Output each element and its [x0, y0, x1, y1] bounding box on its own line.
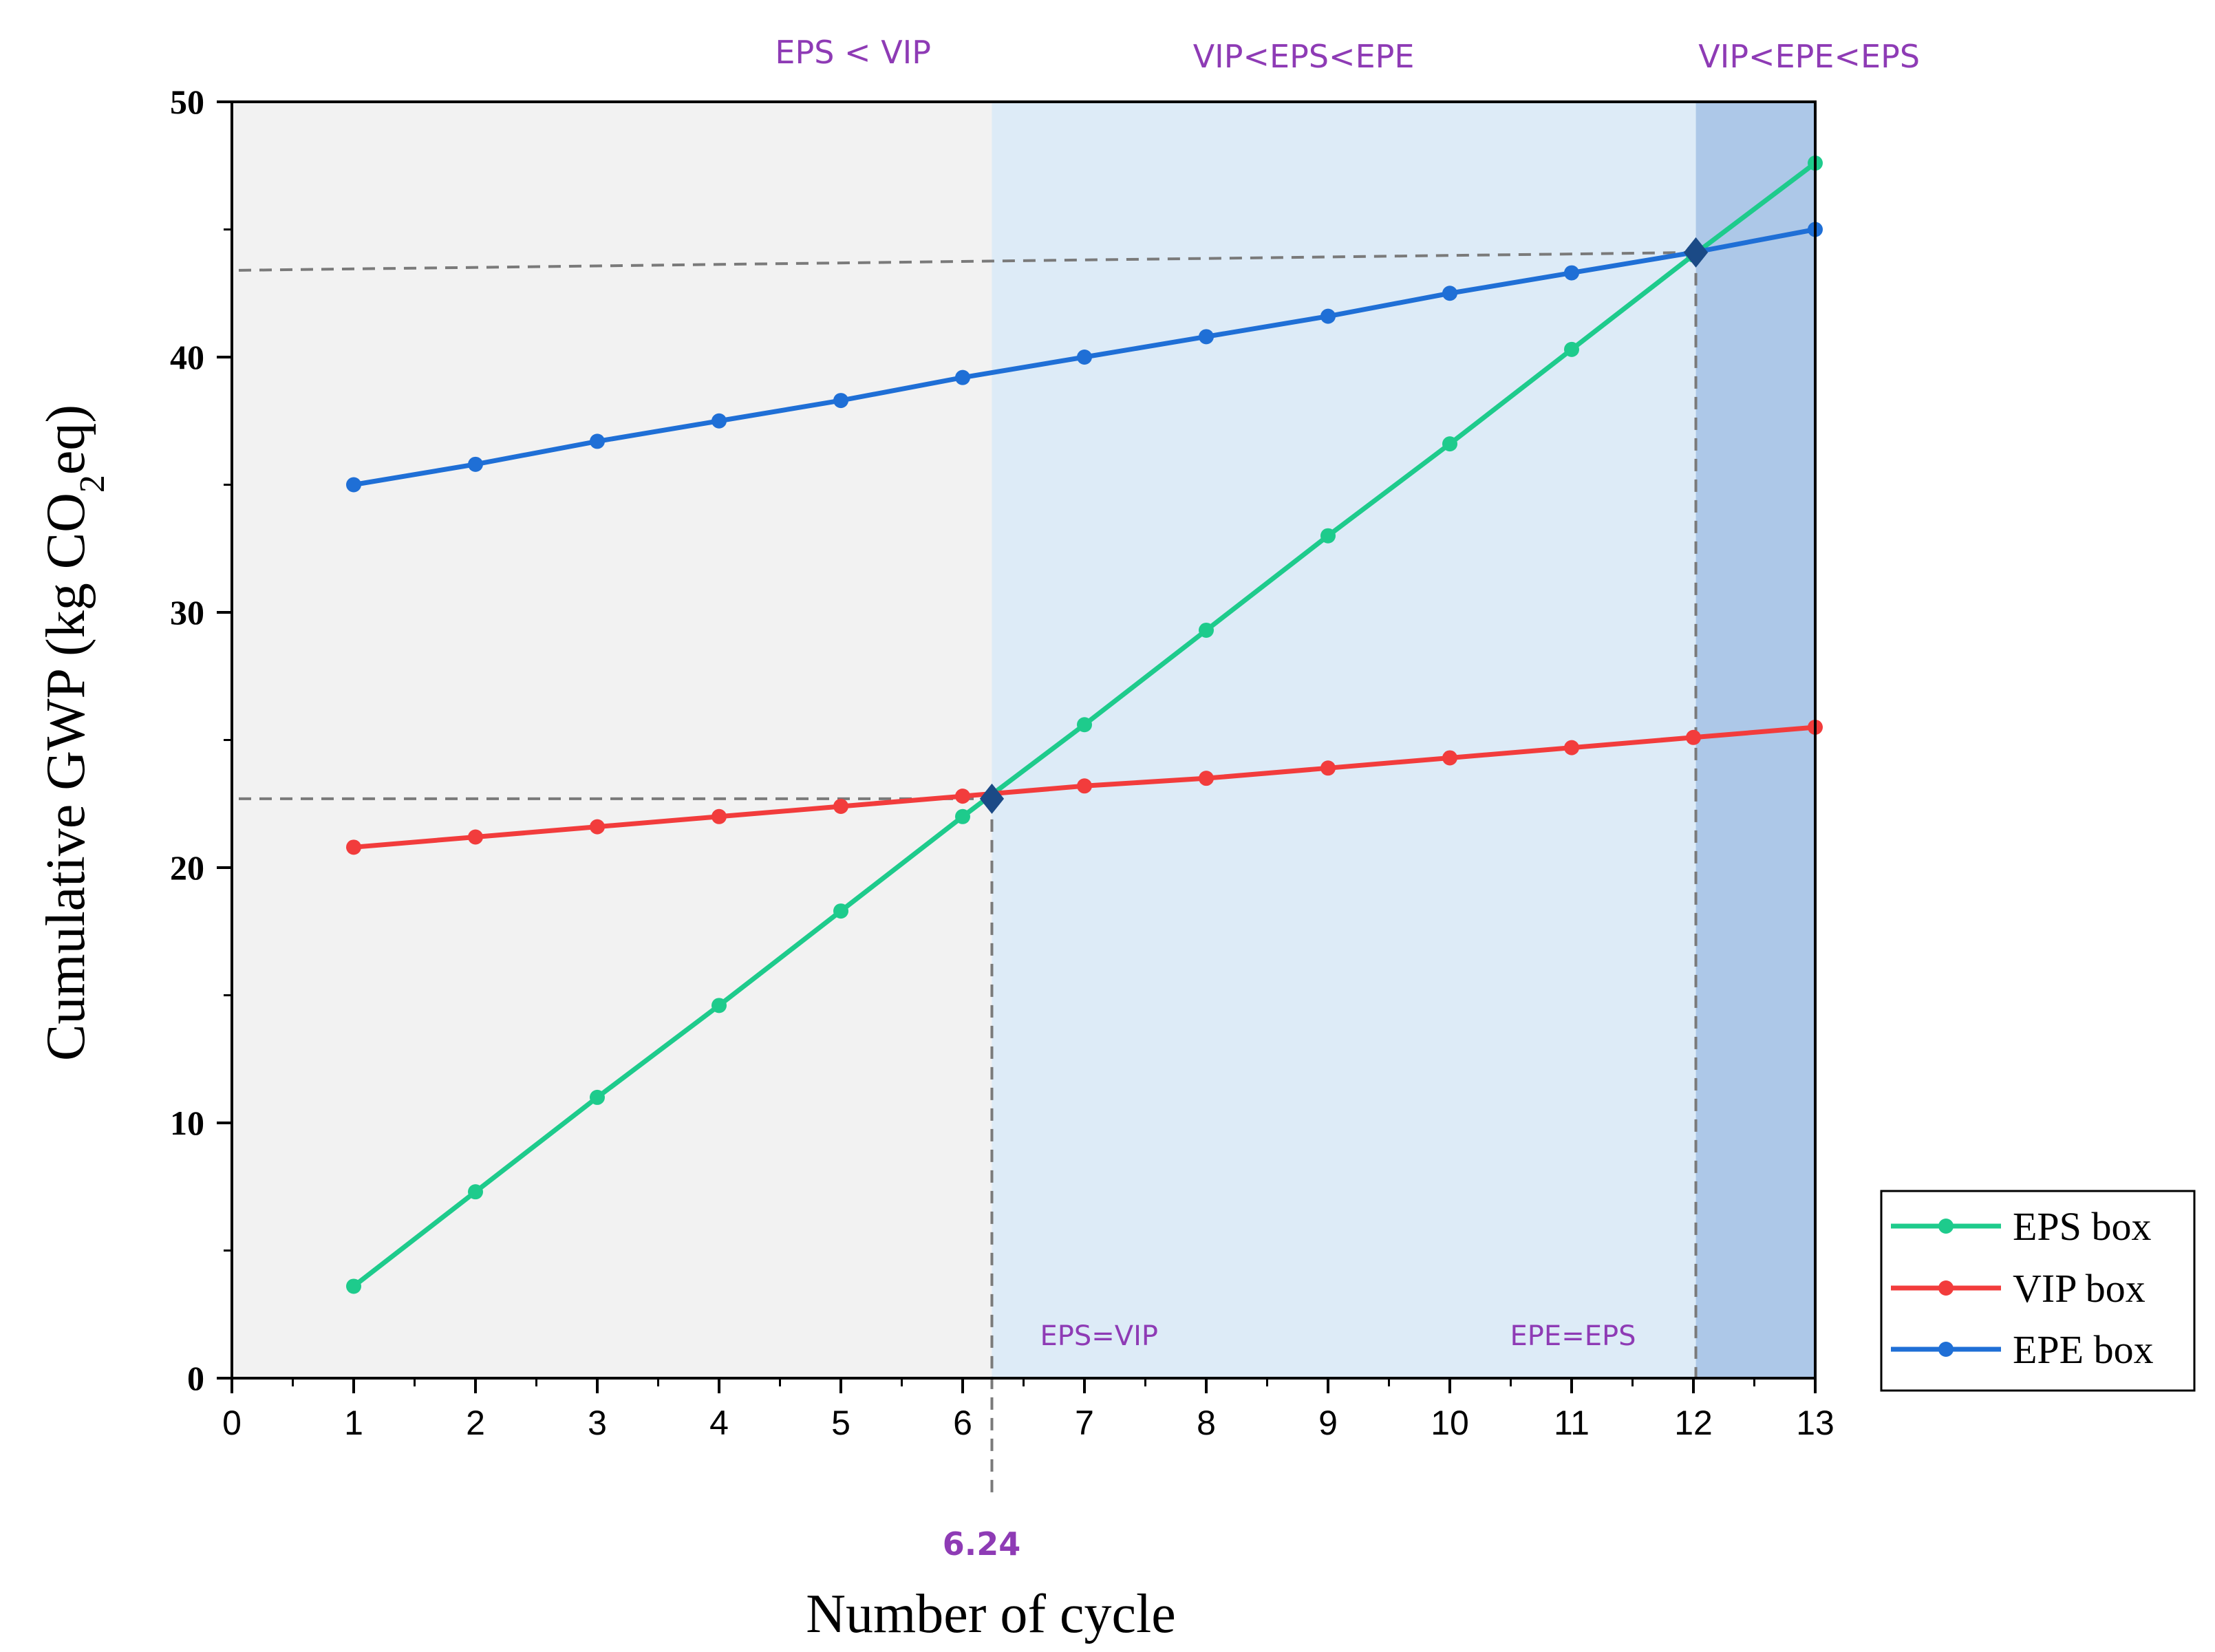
point-vip-box-8 [1199, 771, 1214, 786]
y-tick-label-0: 0 [187, 1359, 204, 1397]
intersection-x-value-label: 6.24 [943, 1525, 1021, 1563]
y-axis-title: Cumulative GWP (kg CO2eq) [36, 405, 112, 1061]
point-vip-box-6 [955, 789, 970, 804]
annotation-eps-eq-vip: EPS=VIP [1040, 1320, 1158, 1352]
x-tick-label-10: 10 [1431, 1404, 1469, 1442]
point-epe-box-3 [590, 433, 605, 449]
x-tick-label-8: 8 [1197, 1404, 1216, 1442]
point-eps-box-10 [1442, 436, 1457, 452]
legend-marker-eps-box [1938, 1219, 1954, 1234]
intersection-diamond-1 [1683, 237, 1709, 268]
legend-label-vip-box: VIP box [2013, 1266, 2146, 1311]
point-vip-box-1 [346, 839, 361, 855]
x-tick-label-0: 0 [222, 1404, 242, 1442]
y-tick-label-30: 30 [170, 593, 204, 632]
point-eps-box-8 [1199, 622, 1214, 638]
region-1 [992, 102, 1696, 1378]
point-epe-box-1 [346, 477, 361, 493]
x-tick-label-2: 2 [466, 1404, 485, 1442]
intersection-diamond-0 [979, 783, 1005, 814]
x-tick-label-7: 7 [1075, 1404, 1094, 1442]
point-eps-box-2 [468, 1184, 483, 1200]
intersection-markers [979, 237, 1709, 814]
x-axis-ticks: 0 1 2 3 4 5 6 7 8 9 10 11 12 13 [222, 1378, 1834, 1442]
region-label-eps-lt-vip: EPS < VIP [775, 34, 931, 71]
region-2 [1695, 102, 1815, 1378]
point-vip-box-2 [468, 829, 483, 845]
region-label-vip-epe-eps: VIP<EPE<EPS [1698, 38, 1920, 75]
x-tick-label-12: 12 [1674, 1404, 1713, 1442]
region-0 [232, 102, 992, 1378]
point-eps-box-3 [590, 1089, 605, 1105]
point-epe-box-7 [1077, 350, 1092, 365]
point-epe-box-11 [1564, 265, 1579, 281]
x-tick-label-11: 11 [1554, 1404, 1590, 1442]
point-epe-box-4 [711, 413, 727, 429]
point-eps-box-11 [1564, 341, 1579, 357]
point-vip-box-9 [1320, 760, 1336, 776]
annotation-epe-eq-eps: EPE=EPS [1510, 1320, 1636, 1352]
x-tick-label-5: 5 [831, 1404, 850, 1442]
legend-label-eps-box: EPS box [2013, 1204, 2151, 1249]
y-tick-label-40: 40 [170, 338, 204, 376]
point-vip-box-11 [1564, 740, 1579, 755]
point-vip-box-12 [1686, 729, 1701, 745]
point-vip-box-4 [711, 808, 727, 824]
region-label-vip-eps-epe: VIP<EPS<EPE [1193, 38, 1415, 75]
x-tick-label-13: 13 [1796, 1404, 1834, 1442]
point-eps-box-4 [711, 998, 727, 1013]
point-vip-box-3 [590, 819, 605, 835]
y-axis-ticks: 0 10 20 30 40 50 [170, 83, 232, 1397]
x-tick-label-9: 9 [1318, 1404, 1338, 1442]
point-epe-box-10 [1442, 286, 1457, 301]
point-eps-box-5 [833, 903, 848, 919]
point-epe-box-2 [468, 456, 483, 472]
legend: EPS box VIP box EPE box [1880, 1190, 2196, 1392]
point-eps-box-7 [1077, 717, 1092, 733]
point-epe-box-9 [1320, 308, 1336, 324]
legend-marker-epe-box [1938, 1342, 1954, 1357]
point-epe-box-8 [1199, 329, 1214, 345]
x-tick-label-3: 3 [588, 1404, 607, 1442]
ref-line-horizontal-2 [238, 250, 1696, 272]
point-eps-box-9 [1320, 528, 1336, 544]
y-tick-label-20: 20 [170, 848, 204, 887]
point-vip-box-5 [833, 798, 848, 814]
x-tick-label-4: 4 [709, 1404, 729, 1442]
point-vip-box-7 [1077, 778, 1092, 794]
region-backgrounds [232, 102, 1815, 1378]
legend-marker-vip-box [1938, 1280, 1954, 1296]
x-axis-title: Number of cycle [806, 1584, 1176, 1644]
y-tick-label-50: 50 [170, 83, 204, 121]
point-eps-box-6 [955, 808, 970, 824]
x-tick-label-6: 6 [953, 1404, 972, 1442]
point-vip-box-10 [1442, 750, 1457, 766]
y-tick-label-10: 10 [170, 1104, 204, 1142]
point-epe-box-5 [833, 393, 848, 409]
legend-label-epe-box: EPE box [2013, 1327, 2154, 1372]
point-epe-box-6 [955, 369, 970, 385]
point-eps-box-1 [346, 1278, 361, 1294]
x-tick-label-1: 1 [344, 1404, 363, 1442]
